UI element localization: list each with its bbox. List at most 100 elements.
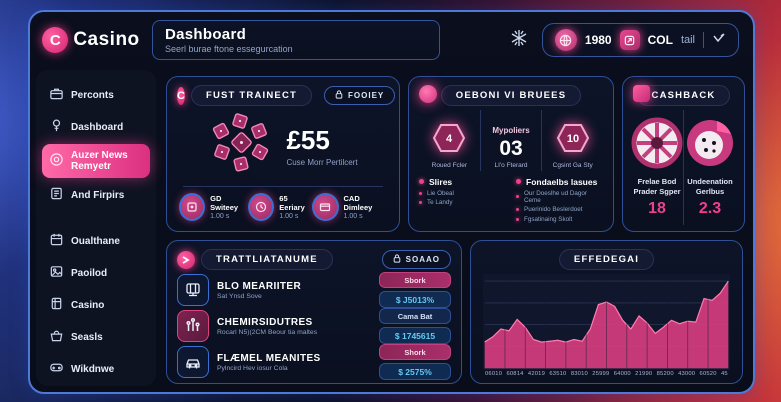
- column-label: Roued Fcler: [431, 161, 468, 169]
- x-tick: 06010: [485, 371, 503, 377]
- column-heading: Mypoliers: [492, 125, 530, 135]
- card-icon: [312, 193, 339, 221]
- sidebar-item-label: Paoilod: [71, 267, 108, 279]
- sidebar-item-casino[interactable]: Casino: [42, 290, 150, 320]
- amount-caption: Cuse Morr Pertilcert: [286, 158, 358, 167]
- soaao-button[interactable]: SOAAO: [381, 250, 451, 269]
- sidebar-item-oualthane[interactable]: Oualthane: [42, 226, 150, 256]
- list-item: Our Doeslhe ud Dagor Ceme: [516, 190, 603, 204]
- notebook-icon: [49, 296, 64, 314]
- fust-stat[interactable]: CAD Dimleey 1.00 s: [312, 193, 387, 221]
- dice-cluster-icon: [208, 112, 274, 180]
- bullet-icon: [419, 191, 422, 195]
- x-tick: 60814: [506, 371, 524, 377]
- snowflake-icon[interactable]: [510, 29, 528, 52]
- currency-value: COL: [647, 33, 673, 47]
- cashback-column: Undeenation Gerlbus 2.3: [683, 110, 736, 225]
- chart-title: EFFEDEGAI: [558, 249, 655, 270]
- sidebar-item-paoilod[interactable]: Paoilod: [42, 258, 150, 288]
- sidebar-item-dashboard[interactable]: Dashboard: [42, 112, 150, 142]
- fooiey-button[interactable]: FOOIEY: [324, 86, 396, 105]
- card-effedegai-chart: EFFEDEGAI 06010 60814 42019 63510 83010 25999…: [470, 240, 743, 384]
- sidebar-item-label: And Firpirs: [71, 189, 125, 201]
- table-row[interactable]: CHEMIRSIDUTRES Rocarl N5)(2CM Beour tia …: [177, 308, 451, 344]
- globe-icon: [554, 29, 577, 51]
- roulette-icon: [631, 117, 683, 174]
- card-title: TRATTLIATANUME: [201, 249, 333, 270]
- status-badge: Sbork: [379, 272, 451, 288]
- list-title: Slires: [429, 176, 453, 187]
- topbar: C Casino Dashboard Seerl burae ftone ess…: [30, 12, 753, 68]
- withdraw-icon: [619, 30, 640, 50]
- row-title: CHEMIRSIDUTRES: [217, 316, 313, 328]
- row-title: BLO MEARIITER: [217, 280, 302, 292]
- gamepad-icon: [49, 360, 64, 378]
- car-icon: [177, 346, 209, 378]
- sidebar-item-wikdnwe[interactable]: Wikdnwe: [42, 354, 150, 384]
- x-tick: 85200: [656, 371, 674, 377]
- hexagon-icon: 10: [555, 122, 591, 159]
- fust-stat[interactable]: GD Switeey 1.00 s: [179, 193, 248, 221]
- clock-icon: [248, 193, 275, 221]
- list-item: Lie Obeal: [419, 190, 506, 197]
- sidebar-item-perconts[interactable]: Perconts: [42, 80, 150, 110]
- sidebar: Perconts Dashboard Auzer News Remyetr An…: [36, 70, 156, 386]
- oeboni-column: 10 Cgsint Ga Sty: [541, 110, 603, 171]
- amount-badge: $ J5013%: [379, 291, 451, 308]
- row-subtitle: Pylncird Hev iosur Cola: [217, 364, 288, 372]
- status-badge: Shork: [379, 344, 451, 360]
- cashback-column: Frelae Bod Prader Sgper 18: [631, 110, 683, 225]
- sidebar-item-label: Auzer News Remyetr: [71, 150, 128, 172]
- sidebar-item-label: Oualthane: [71, 235, 120, 247]
- cashback-icon: [633, 85, 650, 102]
- bullet-icon: [516, 208, 519, 211]
- sidebar-item-label: Dashboard: [71, 121, 124, 133]
- card-title: CASHBACK: [636, 85, 731, 106]
- currency-unit: tail: [680, 34, 695, 46]
- amount-value: £55: [286, 125, 330, 155]
- fust-stat[interactable]: 65 Eeriary 1.00 s: [248, 193, 312, 221]
- table-row[interactable]: FLÆMEL MEANITES Pylncird Hev iosur Cola …: [177, 344, 451, 380]
- dice-icon: [684, 117, 736, 174]
- amount-badge: $ 2575%: [379, 363, 451, 380]
- sidebar-item-and-firpirs[interactable]: And Firpirs: [42, 180, 150, 210]
- area-chart: [483, 274, 730, 370]
- bullet-icon: [516, 179, 521, 184]
- cashback-label: Undeenation Gerlbus: [687, 177, 733, 196]
- card-oeboni-vi-bruees: OEBONI VI BRUEES 4 Roued Fcler Mypoliers…: [408, 76, 614, 232]
- sidebar-item-label: Perconts: [71, 89, 114, 101]
- list-title: Fondaelbs lasues: [526, 176, 598, 187]
- sidebar-item-seasls[interactable]: Seasls: [42, 322, 150, 352]
- cashback-value: 2.3: [698, 199, 722, 217]
- x-axis-ticks: 06010 60814 42019 63510 83010 25999 64000 21990…: [483, 370, 730, 377]
- bullet-icon: [419, 179, 424, 184]
- logo[interactable]: C Casino: [30, 27, 152, 53]
- button-label: SOAAO: [405, 255, 440, 264]
- notification-dot-icon: [419, 85, 437, 103]
- status-badge: Cama Bat: [379, 308, 451, 324]
- basket-icon: [49, 328, 64, 346]
- card-fust-trainect: C FUST TRAINECT FOOIEY: [166, 76, 400, 232]
- stat-value: 1.00 s: [279, 213, 299, 221]
- briefcase-icon: [49, 86, 64, 104]
- stat-value: 1.00 s: [210, 213, 230, 221]
- card-trattliatanume: TRATTLIATANUME SOAAO: [166, 240, 462, 384]
- x-tick: 21990: [635, 371, 653, 377]
- dropdown-arrow-icon[interactable]: [712, 31, 726, 49]
- list-item: Fgsatinaing Skolt: [516, 216, 603, 223]
- sidebar-item-label: Wikdnwe: [71, 363, 115, 375]
- bullet-icon: [516, 195, 519, 198]
- list-item: Puerinido Beslerdoet: [516, 206, 603, 213]
- list-item: Te Landy: [419, 199, 506, 206]
- table-row[interactable]: BLO MEARIITER Sat Ynsd Sove Sbork $ J501…: [177, 272, 451, 308]
- slot-machine-icon: [177, 274, 209, 306]
- sidebar-item-label: Casino: [71, 299, 105, 311]
- balance-pill[interactable]: 1980 COL tail: [541, 23, 739, 57]
- sidebar-item-auzer-news[interactable]: Auzer News Remyetr: [42, 144, 150, 178]
- x-tick: 45: [720, 371, 728, 377]
- column-label: Cgsint Ga Sty: [552, 161, 593, 169]
- bullet-icon: [419, 201, 422, 204]
- lock-icon: [335, 90, 343, 101]
- button-label: FOOIEY: [348, 91, 385, 100]
- bar-chart-icon: [177, 310, 209, 342]
